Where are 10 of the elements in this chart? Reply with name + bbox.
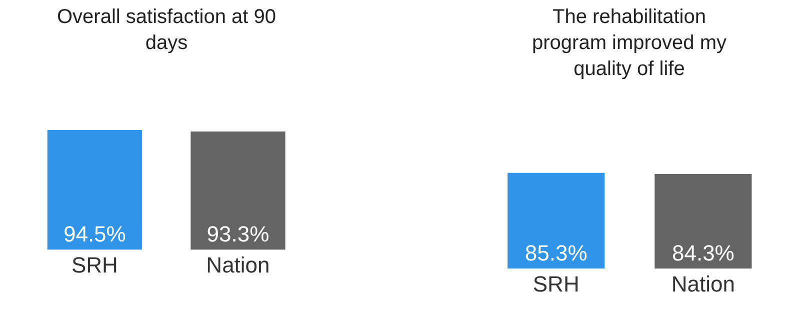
x-tick-label: Nation <box>671 272 735 297</box>
data-label: 85.3% <box>524 240 588 266</box>
chart-title: Overall satisfaction at 90 days <box>57 6 276 54</box>
x-tick-label: SRH <box>532 272 580 297</box>
data-label: 93.3% <box>206 222 270 247</box>
chart-title: The rehabilitation program improved my quality of life <box>532 6 727 80</box>
data-label: 94.5% <box>63 222 126 247</box>
data-label: 84.3% <box>672 240 734 266</box>
x-tick-label: Nation <box>206 252 270 278</box>
x-tick-label: SRH <box>71 252 118 278</box>
